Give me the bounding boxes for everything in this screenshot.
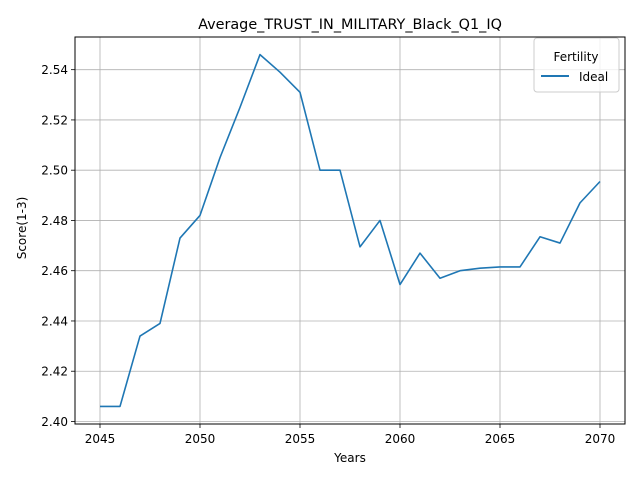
x-axis: 2045 2050 2055 2060 2065 2070: [85, 424, 616, 446]
x-axis-label: Years: [333, 451, 366, 465]
x-tick-label: 2045: [85, 432, 116, 446]
series-line-ideal: [100, 53, 601, 408]
y-tick-label: 2.42: [41, 365, 68, 379]
y-tick-label: 2.50: [41, 164, 68, 178]
y-axis-label: Score(1-3): [15, 197, 29, 260]
x-tick-label: 2065: [485, 432, 516, 446]
x-tick-label: 2055: [285, 432, 316, 446]
legend-entry-label: Ideal: [579, 70, 608, 84]
x-tick-label: 2050: [185, 432, 216, 446]
chart-title: Average_TRUST_IN_MILITARY_Black_Q1_IQ: [198, 17, 502, 33]
y-tick-label: 2.46: [41, 264, 68, 278]
y-tick-label: 2.44: [41, 314, 68, 328]
y-tick-label: 2.40: [41, 415, 68, 429]
y-tick-label: 2.48: [41, 214, 68, 228]
series-layer: [100, 53, 601, 408]
legend: Fertility Ideal: [533, 37, 620, 93]
y-tick-label: 2.52: [41, 113, 68, 127]
legend-box: [533, 37, 620, 93]
grid-lines: [75, 37, 625, 424]
x-tick-label: 2070: [585, 432, 616, 446]
x-tick-label: 2060: [385, 432, 416, 446]
y-axis: 2.40 2.42 2.44 2.46 2.48 2.50 2.52 2.54: [41, 63, 75, 429]
plot-frame: [74, 36, 626, 425]
legend-title: Fertility: [553, 50, 598, 64]
y-tick-label: 2.54: [41, 63, 68, 77]
